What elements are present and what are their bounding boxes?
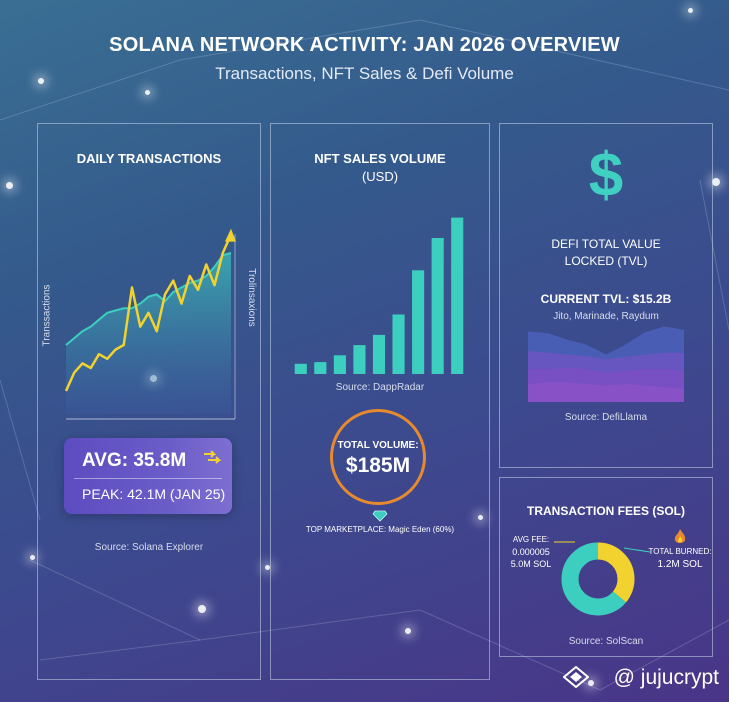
- tvl-source: Source: DefiLlama: [564, 412, 648, 423]
- watermark: @ jujucrypt: [613, 666, 719, 689]
- nft-title-line2: (USD): [361, 169, 399, 184]
- fees-source: Source: SolScan: [568, 636, 644, 647]
- daily-transactions-title: DAILY TRANSACTIONS: [76, 151, 222, 166]
- transaction-stats-box: AVG: 35.8M PEAK: 42.1M (JAN 25): [64, 438, 232, 514]
- burned-pointer: [623, 547, 651, 553]
- total-volume-label: TOTAL VOLUME:: [337, 440, 419, 451]
- nft-bar: [392, 314, 405, 374]
- stats-divider: [74, 478, 222, 479]
- nft-bar: [431, 238, 444, 374]
- glow-dot: [6, 182, 13, 189]
- peak-transactions: PEAK: 42.1M (JAN 25): [82, 486, 226, 502]
- nft-title-line1: NFT SALES VOLUME: [314, 151, 446, 166]
- nft-bar: [353, 345, 366, 374]
- glow-dot: [405, 628, 411, 634]
- nft-bar: [412, 270, 425, 374]
- tvl-title-line1: DEFI TOTAL VALUE: [551, 237, 661, 251]
- fees-donut-chart: [554, 541, 651, 616]
- tvl-area-layer: [528, 382, 684, 402]
- defi-tvl-panel: $ DEFI TOTAL VALUE LOCKED (TVL) CURRENT …: [499, 123, 713, 468]
- avg-transactions: AVG: 35.8M: [82, 450, 187, 471]
- double-arrow-icon: [204, 450, 222, 464]
- total-burned-value: 1.2M SOL: [657, 559, 703, 570]
- tvl-protocols: Jito, Marinade, Raydum: [553, 311, 659, 322]
- tvl-title-line2: LOCKED (TVL): [564, 254, 648, 268]
- total-burned-label: TOTAL BURNED:: [648, 547, 712, 556]
- avg-fee-value: 0.000005: [512, 547, 550, 557]
- page-subtitle: Transactions, NFT Sales & Defi Volume: [215, 64, 514, 83]
- nft-bar: [333, 355, 346, 374]
- arrow-up-icon: [225, 228, 236, 242]
- total-volume-value: $185M: [345, 454, 411, 477]
- glow-dot: [712, 178, 720, 186]
- glow-dot: [688, 8, 693, 13]
- top-marketplace: TOP MARKETPLACE: Magic Eden (60%): [305, 525, 455, 534]
- fees-title: TRANSACTION FEES (SOL): [527, 504, 685, 518]
- daily-source: Source: Solana Explorer: [94, 542, 204, 553]
- transaction-fees-panel: TRANSACTION FEES (SOL) AVG FEE: 0.000005…: [499, 477, 713, 657]
- nft-bar: [314, 362, 327, 374]
- glow-dot: [30, 555, 35, 560]
- glow-dot: [478, 515, 483, 520]
- logo-icon: [563, 666, 589, 688]
- fee-slice: [561, 542, 635, 616]
- total-volume-ring: TOTAL VOLUME: $185M: [330, 409, 426, 505]
- tvl-area-chart: [528, 326, 684, 402]
- glow-dot: [588, 680, 594, 686]
- nft-source: Source: DappRadar: [335, 382, 425, 393]
- glow-dot: [38, 78, 44, 84]
- fire-icon: [674, 529, 686, 543]
- glow-dot: [265, 565, 270, 570]
- diamond-icon: [372, 510, 388, 522]
- nft-sales-chart: [294, 217, 464, 374]
- transactions-area: [66, 253, 231, 414]
- page-title: SOLANA NETWORK ACTIVITY: JAN 2026 OVERVI…: [109, 34, 620, 56]
- avg-fee-sol: 5.0M SOL: [510, 559, 552, 569]
- current-tvl: CURRENT TVL: $15.2B: [540, 292, 672, 306]
- avg-fee-label: AVG FEE:: [512, 535, 550, 544]
- dollar-icon: $: [588, 141, 624, 210]
- nft-bar: [372, 334, 386, 374]
- daily-transactions-panel: DAILY TRANSACTIONS Transsactions Trolins…: [37, 123, 261, 680]
- nft-sales-panel: NFT SALES VOLUME (USD) Source: DappRadar…: [270, 123, 490, 680]
- transactions-line: [64, 234, 233, 392]
- transactions-area-line: [65, 252, 232, 346]
- nft-bar: [294, 363, 307, 374]
- nft-bar: [451, 217, 464, 374]
- daily-transactions-chart: [64, 228, 236, 420]
- glow-dot: [198, 605, 206, 613]
- glow-dot: [145, 90, 150, 95]
